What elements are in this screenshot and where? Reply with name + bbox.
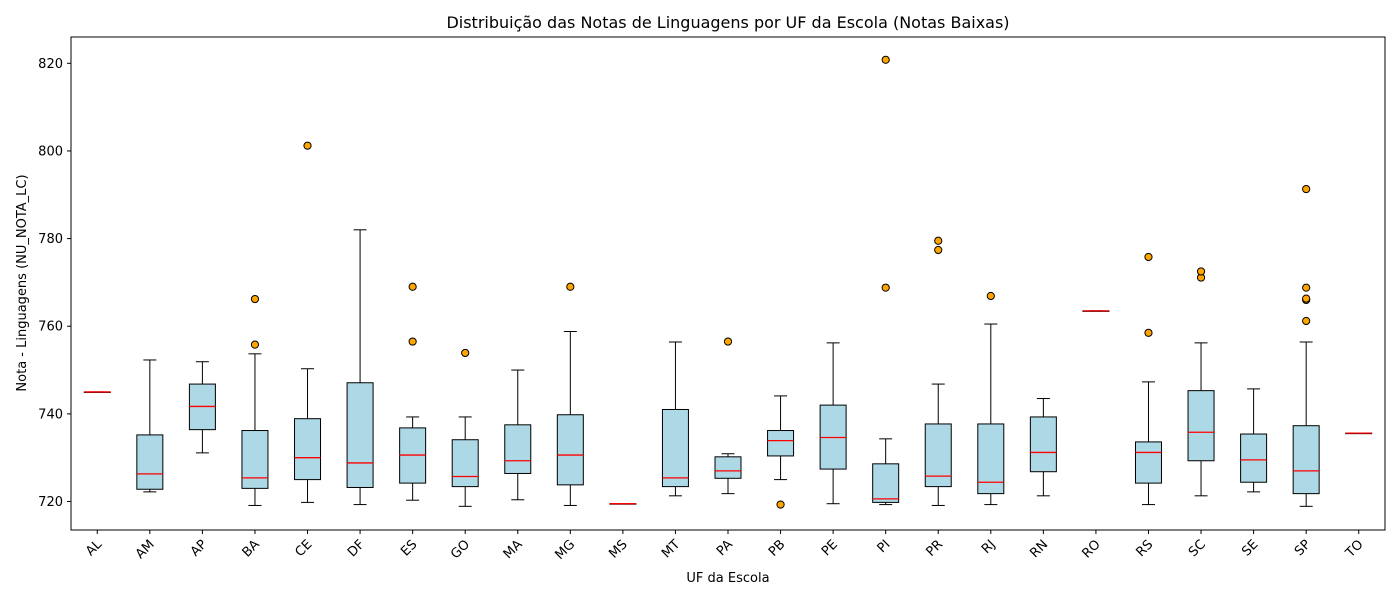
box-mg bbox=[556, 414, 584, 486]
box-rs bbox=[1134, 441, 1162, 484]
box-am bbox=[136, 434, 164, 490]
outlier-point-rj bbox=[986, 291, 995, 301]
box-sp bbox=[1292, 425, 1320, 495]
box-se bbox=[1240, 433, 1268, 483]
outlier-point-ba bbox=[250, 294, 260, 304]
outlier-point-ba bbox=[250, 340, 260, 349]
box-rn bbox=[1029, 416, 1057, 473]
outlier-point-sp bbox=[1302, 283, 1311, 292]
box-sc bbox=[1187, 390, 1215, 462]
outlier-point-rs bbox=[1144, 328, 1153, 337]
outlier-point-pb bbox=[776, 500, 785, 509]
outlier-point-ce bbox=[303, 141, 312, 150]
box-pa bbox=[714, 456, 742, 479]
outlier-point-go bbox=[461, 348, 470, 358]
box-mt bbox=[661, 408, 689, 488]
outlier-point-mg bbox=[566, 282, 575, 291]
outlier-point-pa bbox=[723, 337, 733, 346]
box-pi bbox=[872, 463, 900, 503]
y-axis-title: Nota - Linguagens (NU_NOTA_LC) bbox=[15, 174, 30, 391]
box-ce bbox=[294, 418, 322, 481]
outlier-point-es bbox=[408, 282, 417, 291]
chart-title: Distribuição das Notas de Linguagens por… bbox=[446, 13, 1009, 32]
outlier-point-es bbox=[408, 337, 417, 346]
box-rj bbox=[977, 423, 1005, 495]
y-tick-label: 780 bbox=[38, 232, 63, 247]
outlier-point-pr bbox=[934, 245, 943, 255]
box-go bbox=[451, 439, 479, 488]
box-pb bbox=[767, 430, 795, 457]
outlier-point-sp bbox=[1302, 294, 1311, 303]
outlier-point-rs bbox=[1144, 252, 1153, 262]
outlier-point-sp bbox=[1302, 316, 1311, 326]
plot-frame bbox=[70, 36, 1386, 531]
y-tick-label: 760 bbox=[38, 320, 63, 335]
box-ba bbox=[241, 430, 269, 489]
box-df bbox=[346, 382, 374, 488]
outlier-point-pi bbox=[881, 283, 890, 292]
outlier-point-pr bbox=[934, 236, 943, 245]
box-ma bbox=[504, 424, 532, 474]
y-tick-label: 740 bbox=[38, 407, 63, 422]
box-pr bbox=[924, 423, 952, 488]
y-tick-label: 800 bbox=[38, 144, 63, 159]
outlier-point-sc bbox=[1196, 267, 1206, 276]
outlier-point-pi bbox=[881, 55, 890, 64]
x-axis-title: UF da Escola bbox=[686, 571, 769, 586]
y-tick-label: 820 bbox=[38, 57, 63, 72]
outlier-point-sp bbox=[1302, 184, 1311, 194]
y-tick-label: 720 bbox=[38, 495, 63, 510]
